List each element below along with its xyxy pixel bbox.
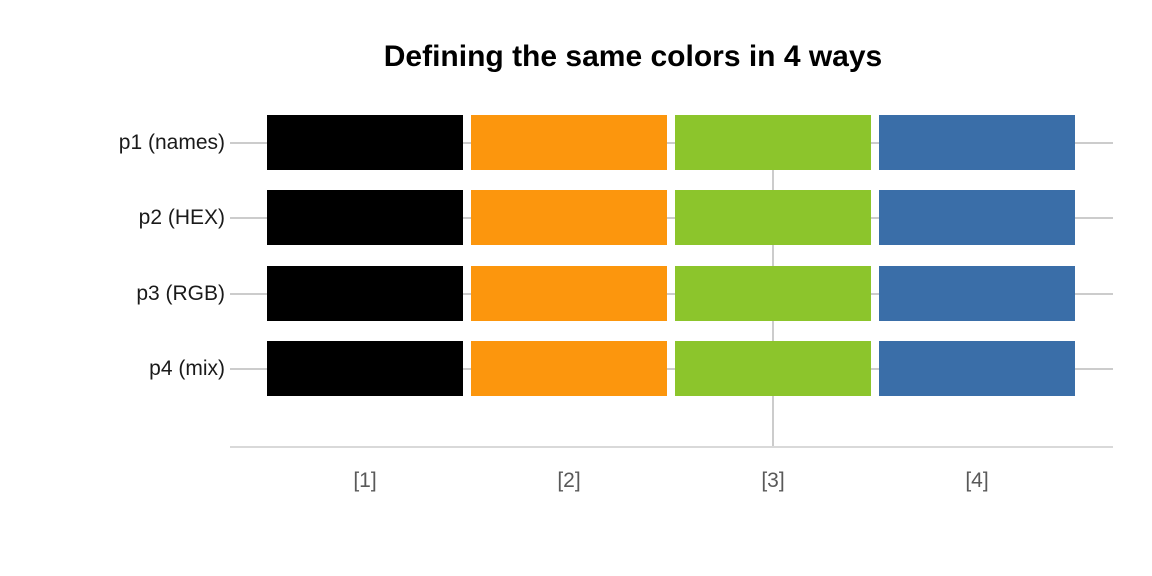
y-axis-label: p1 (names) (118, 130, 225, 154)
bar-black (267, 115, 463, 170)
x-axis-tick-label: [3] (761, 469, 785, 492)
bar-black (267, 341, 463, 396)
x-axis-tick-label: [4] (965, 469, 989, 492)
y-axis-label: p4 (mix) (149, 356, 225, 380)
bar-black (267, 190, 463, 245)
x-axis-line (230, 446, 1113, 448)
bar-yellow-green (675, 190, 871, 245)
bar-black (267, 266, 463, 321)
bar-orange (471, 341, 667, 396)
bar-steel-blue (879, 190, 1075, 245)
bar-steel-blue (879, 266, 1075, 321)
bar-orange (471, 115, 667, 170)
y-gridline (230, 367, 1113, 370)
bar-yellow-green (675, 266, 871, 321)
y-gridline (230, 292, 1113, 295)
y-axis-label: p2 (HEX) (138, 205, 225, 229)
chart-title: Defining the same colors in 4 ways (383, 40, 883, 73)
y-axis-label: p3 (RGB) (136, 281, 225, 305)
bar-orange (471, 266, 667, 321)
bar-yellow-green (675, 341, 871, 396)
x-axis-tick-label: [1] (353, 469, 377, 492)
x-axis-tick-label: [2] (557, 469, 581, 492)
bar-steel-blue (879, 341, 1075, 396)
bar-yellow-green (675, 115, 871, 170)
bar-steel-blue (879, 115, 1075, 170)
bar-orange (471, 190, 667, 245)
y-gridline (230, 141, 1113, 144)
y-gridline (230, 216, 1113, 219)
